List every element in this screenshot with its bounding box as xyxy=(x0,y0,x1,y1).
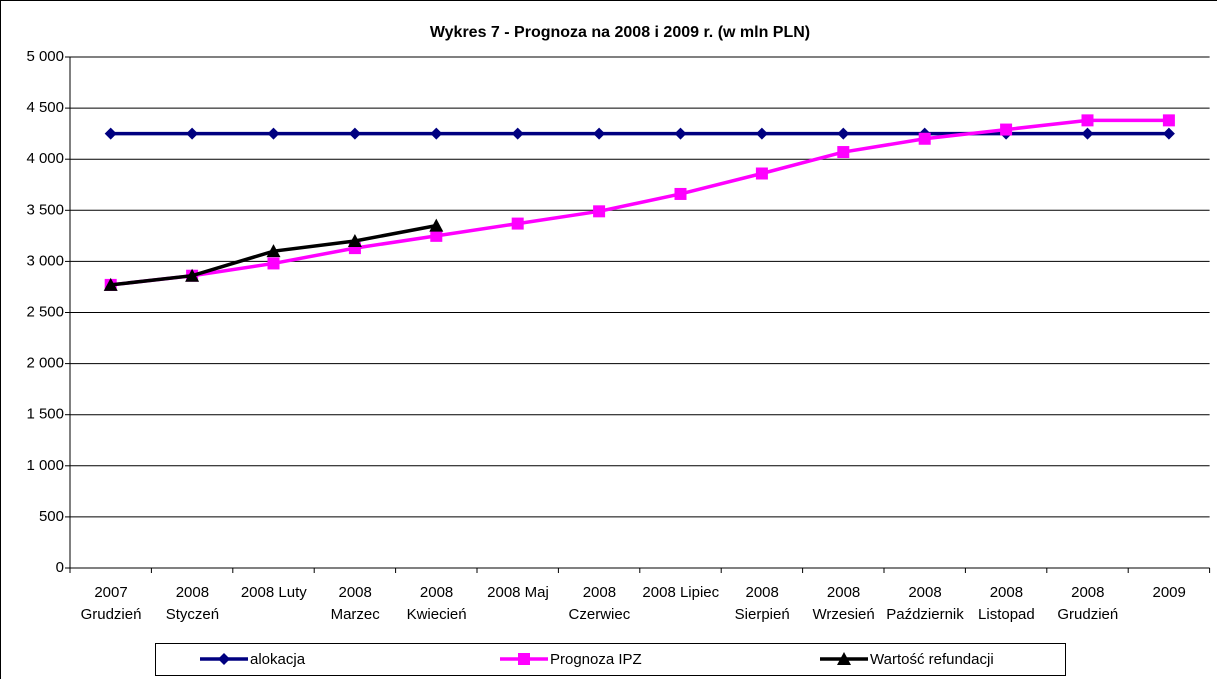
marker xyxy=(755,167,768,180)
marker xyxy=(593,127,606,140)
x-tick-label: 2008 Listopad xyxy=(978,584,1035,623)
legend-box xyxy=(155,643,1066,676)
marker xyxy=(511,217,524,230)
x-tick-label: 2008 Luty xyxy=(240,584,307,601)
y-tick-label: 5 000 xyxy=(26,48,64,65)
x-tick-label: 2008 Maj xyxy=(487,584,549,601)
marker xyxy=(185,268,200,282)
marker xyxy=(267,127,280,140)
marker xyxy=(1162,127,1175,140)
legend-label: Prognoza IPZ xyxy=(550,651,642,668)
marker xyxy=(1081,127,1094,140)
series-line xyxy=(110,118,1169,287)
marker xyxy=(1081,114,1094,127)
marker xyxy=(755,127,768,140)
marker xyxy=(266,244,281,258)
y-tick-label: 2 500 xyxy=(26,303,64,320)
legend-label: Wartość refundacji xyxy=(870,651,994,668)
marker xyxy=(103,277,118,291)
marker xyxy=(674,127,687,140)
marker xyxy=(918,132,931,145)
marker xyxy=(104,127,117,140)
x-tick-label: 2008 Czerwiec xyxy=(568,584,631,623)
y-tick-label: 500 xyxy=(39,508,64,525)
y-tick-label: 3 000 xyxy=(26,252,64,269)
marker xyxy=(186,127,199,140)
marker xyxy=(267,257,280,270)
marker xyxy=(430,229,443,242)
x-tick-label: 2008 Grudzień xyxy=(1057,584,1119,623)
marker xyxy=(430,127,443,140)
legend-label: alokacja xyxy=(250,651,306,668)
x-tick-label: 2009 xyxy=(1152,584,1186,601)
marker xyxy=(511,127,524,140)
marker xyxy=(1162,114,1175,127)
y-tick-label: 4 000 xyxy=(26,150,64,167)
y-tick-label: 3 500 xyxy=(26,201,64,218)
legend-marker xyxy=(518,653,530,665)
y-tick-label: 2 000 xyxy=(26,355,64,372)
y-tick-label: 1 500 xyxy=(26,406,64,423)
marker xyxy=(429,218,444,232)
legend-marker xyxy=(218,653,230,665)
y-tick-label: 4 500 xyxy=(26,99,64,116)
x-tick-label: 2008 Sierpień xyxy=(734,584,790,623)
marker xyxy=(348,127,361,140)
legend-marker xyxy=(837,652,851,665)
x-tick-label: 2008 Lipiec xyxy=(642,584,720,601)
x-tick-label: 2008 Październik xyxy=(886,584,964,623)
y-tick-label: 1 000 xyxy=(26,457,64,474)
marker xyxy=(347,233,362,247)
marker xyxy=(593,205,606,218)
marker xyxy=(837,146,850,159)
marker xyxy=(837,127,850,140)
y-tick-label: 0 xyxy=(56,559,64,576)
x-tick-label: 2008 Styczeń xyxy=(165,584,220,623)
x-tick-label: 2008 Wrzesień xyxy=(812,584,875,623)
marker xyxy=(674,187,687,200)
x-tick-label: 2008 Marzec xyxy=(330,584,380,623)
x-tick-label: 2007 Grudzień xyxy=(80,584,142,623)
chart-title: Wykres 7 - Prognoza na 2008 i 2009 r. (w… xyxy=(430,24,810,41)
marker xyxy=(1000,123,1013,136)
x-tick-label: 2008 Kwiecień xyxy=(406,584,467,623)
